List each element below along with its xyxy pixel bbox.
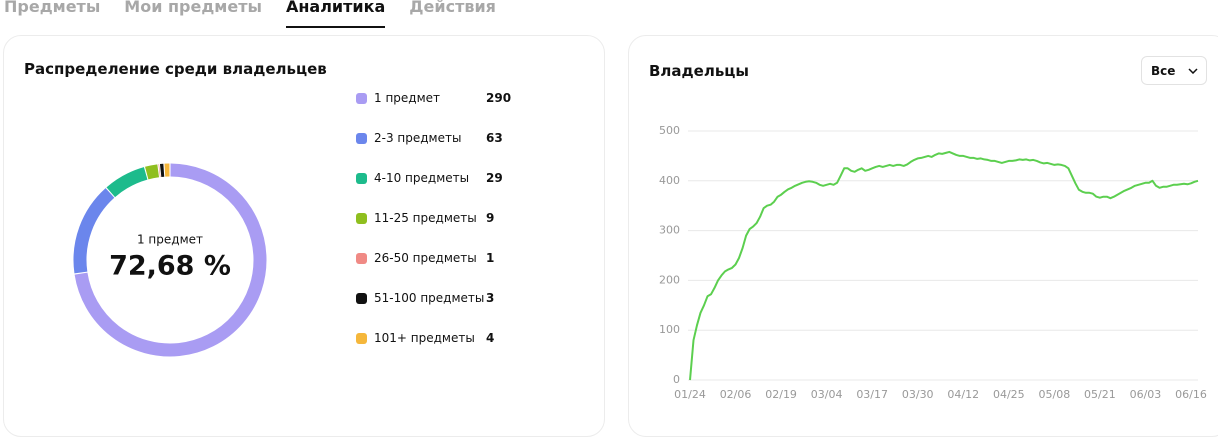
charts: 1 предмет 72,68 % 0 100 200 300 400 500 01/24 02/… (0, 0, 1218, 410)
x-tick-label: 02/19 (765, 388, 797, 401)
x-tick-label: 05/08 (1039, 388, 1071, 401)
x-tick-label: 03/04 (811, 388, 843, 401)
donut-segment (147, 171, 158, 173)
x-tick-label: 03/17 (856, 388, 888, 401)
x-tick-label: 05/21 (1084, 388, 1116, 401)
y-tick-label: 0 (673, 373, 680, 386)
y-tick-label: 500 (659, 124, 680, 137)
x-tick-label: 04/12 (947, 388, 979, 401)
center-value: 72,68 % (109, 251, 231, 282)
y-tick-label: 400 (659, 174, 680, 187)
x-tick-label: 03/30 (902, 388, 934, 401)
x-tick-label: 04/25 (993, 388, 1025, 401)
y-tick-label: 300 (659, 224, 680, 237)
x-tick-label: 06/03 (1130, 388, 1162, 401)
x-tick-label: 02/06 (720, 388, 752, 401)
line-series (690, 152, 1198, 380)
y-tick-label: 100 (659, 323, 680, 336)
donut-segment (80, 193, 110, 273)
center-label: 1 предмет (137, 233, 203, 247)
x-tick-label: 06/16 (1175, 388, 1207, 401)
y-tick-label: 200 (659, 273, 680, 286)
x-tick-label: 01/24 (674, 388, 706, 401)
donut-segment (111, 173, 146, 192)
